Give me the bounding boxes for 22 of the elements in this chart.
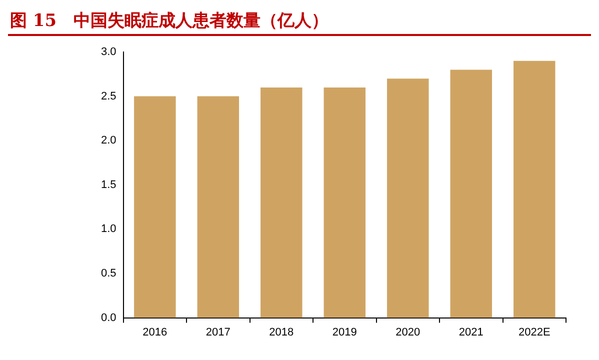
y-tick-label: 2.5	[100, 90, 116, 102]
bar	[260, 87, 302, 318]
bar	[514, 60, 556, 318]
bar	[450, 70, 492, 318]
bar	[134, 96, 176, 318]
x-tick-label: 2018	[269, 326, 294, 338]
x-tick-label: 2016	[142, 326, 168, 338]
x-tick-label: 2019	[332, 326, 357, 338]
bar	[197, 96, 240, 318]
y-tick-label: 1.5	[100, 178, 116, 191]
y-tick-label: 1.0	[100, 223, 116, 236]
x-tick-label: 2021	[458, 326, 484, 338]
y-tick-label: 3.0	[100, 46, 116, 58]
bar	[387, 78, 429, 318]
bar	[324, 87, 366, 318]
x-tick-label: 2020	[396, 326, 420, 338]
x-tick-label: 2017	[206, 326, 230, 338]
y-tick-label: 0.0	[100, 312, 116, 324]
chart-title: 图 15 中国失眠症成人患者数量（亿人）	[9, 10, 330, 33]
y-tick-label: 0.5	[100, 268, 116, 280]
x-tick-label: 2022E	[518, 326, 550, 338]
y-tick-label: 2.0	[100, 134, 116, 147]
